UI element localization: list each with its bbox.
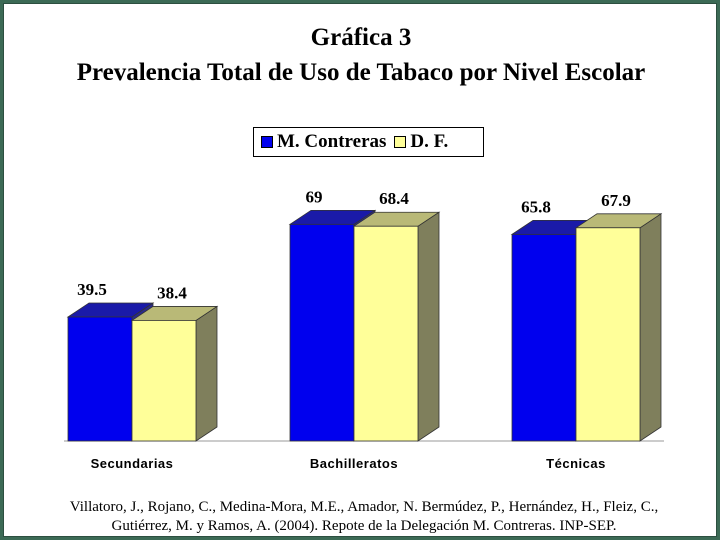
category-label-0: Secundarias (91, 456, 174, 471)
bar-side-1-0 (195, 305, 218, 442)
bar-1-1 (353, 225, 419, 442)
bar-chart: 39.5 38.4 Secundarias 69 68.4 Bachilleratos 65… (64, 187, 664, 471)
chart-title: Gráfica 3 (310, 24, 412, 51)
bar-value-label-0-2: 65.8 (521, 197, 551, 216)
bar-0-1 (289, 223, 355, 442)
slide-frame: Gráfica 3 Prevalencia Total de Uso de Ta… (3, 3, 717, 537)
legend-item-series1: M. Contreras (261, 131, 386, 153)
legend-item-series2: D. F. (394, 131, 448, 153)
bar-1-0 (131, 320, 197, 442)
bar-0-0 (67, 316, 133, 442)
bar-value-label-0-1: 69 (306, 187, 323, 206)
bar-0-2 (511, 233, 577, 442)
legend-label-series1: M. Contreras (277, 131, 387, 152)
bar-side-1-1 (417, 211, 440, 442)
legend-swatch-series1 (261, 136, 273, 148)
category-label-1: Bachilleratos (310, 456, 398, 471)
legend-swatch-series2 (394, 136, 407, 148)
chart-legend: M. Contreras D. F. (253, 127, 484, 157)
bar-side-1-2 (639, 213, 662, 442)
bar-value-label-0-0: 39.5 (77, 280, 107, 299)
bar-value-label-1-1: 68.4 (379, 189, 409, 208)
source-citation: Villatoro, J., Rojano, C., Medina-Mora, … (69, 499, 659, 534)
legend-label-series2: D. F. (410, 131, 449, 152)
category-label-2: Técnicas (546, 456, 606, 471)
bar-1-2 (575, 227, 641, 442)
bar-value-label-1-2: 67.9 (601, 191, 631, 210)
chart-subtitle: Prevalencia Total de Uso de Tabaco por N… (76, 59, 646, 86)
bar-value-label-1-0: 38.4 (157, 283, 187, 302)
